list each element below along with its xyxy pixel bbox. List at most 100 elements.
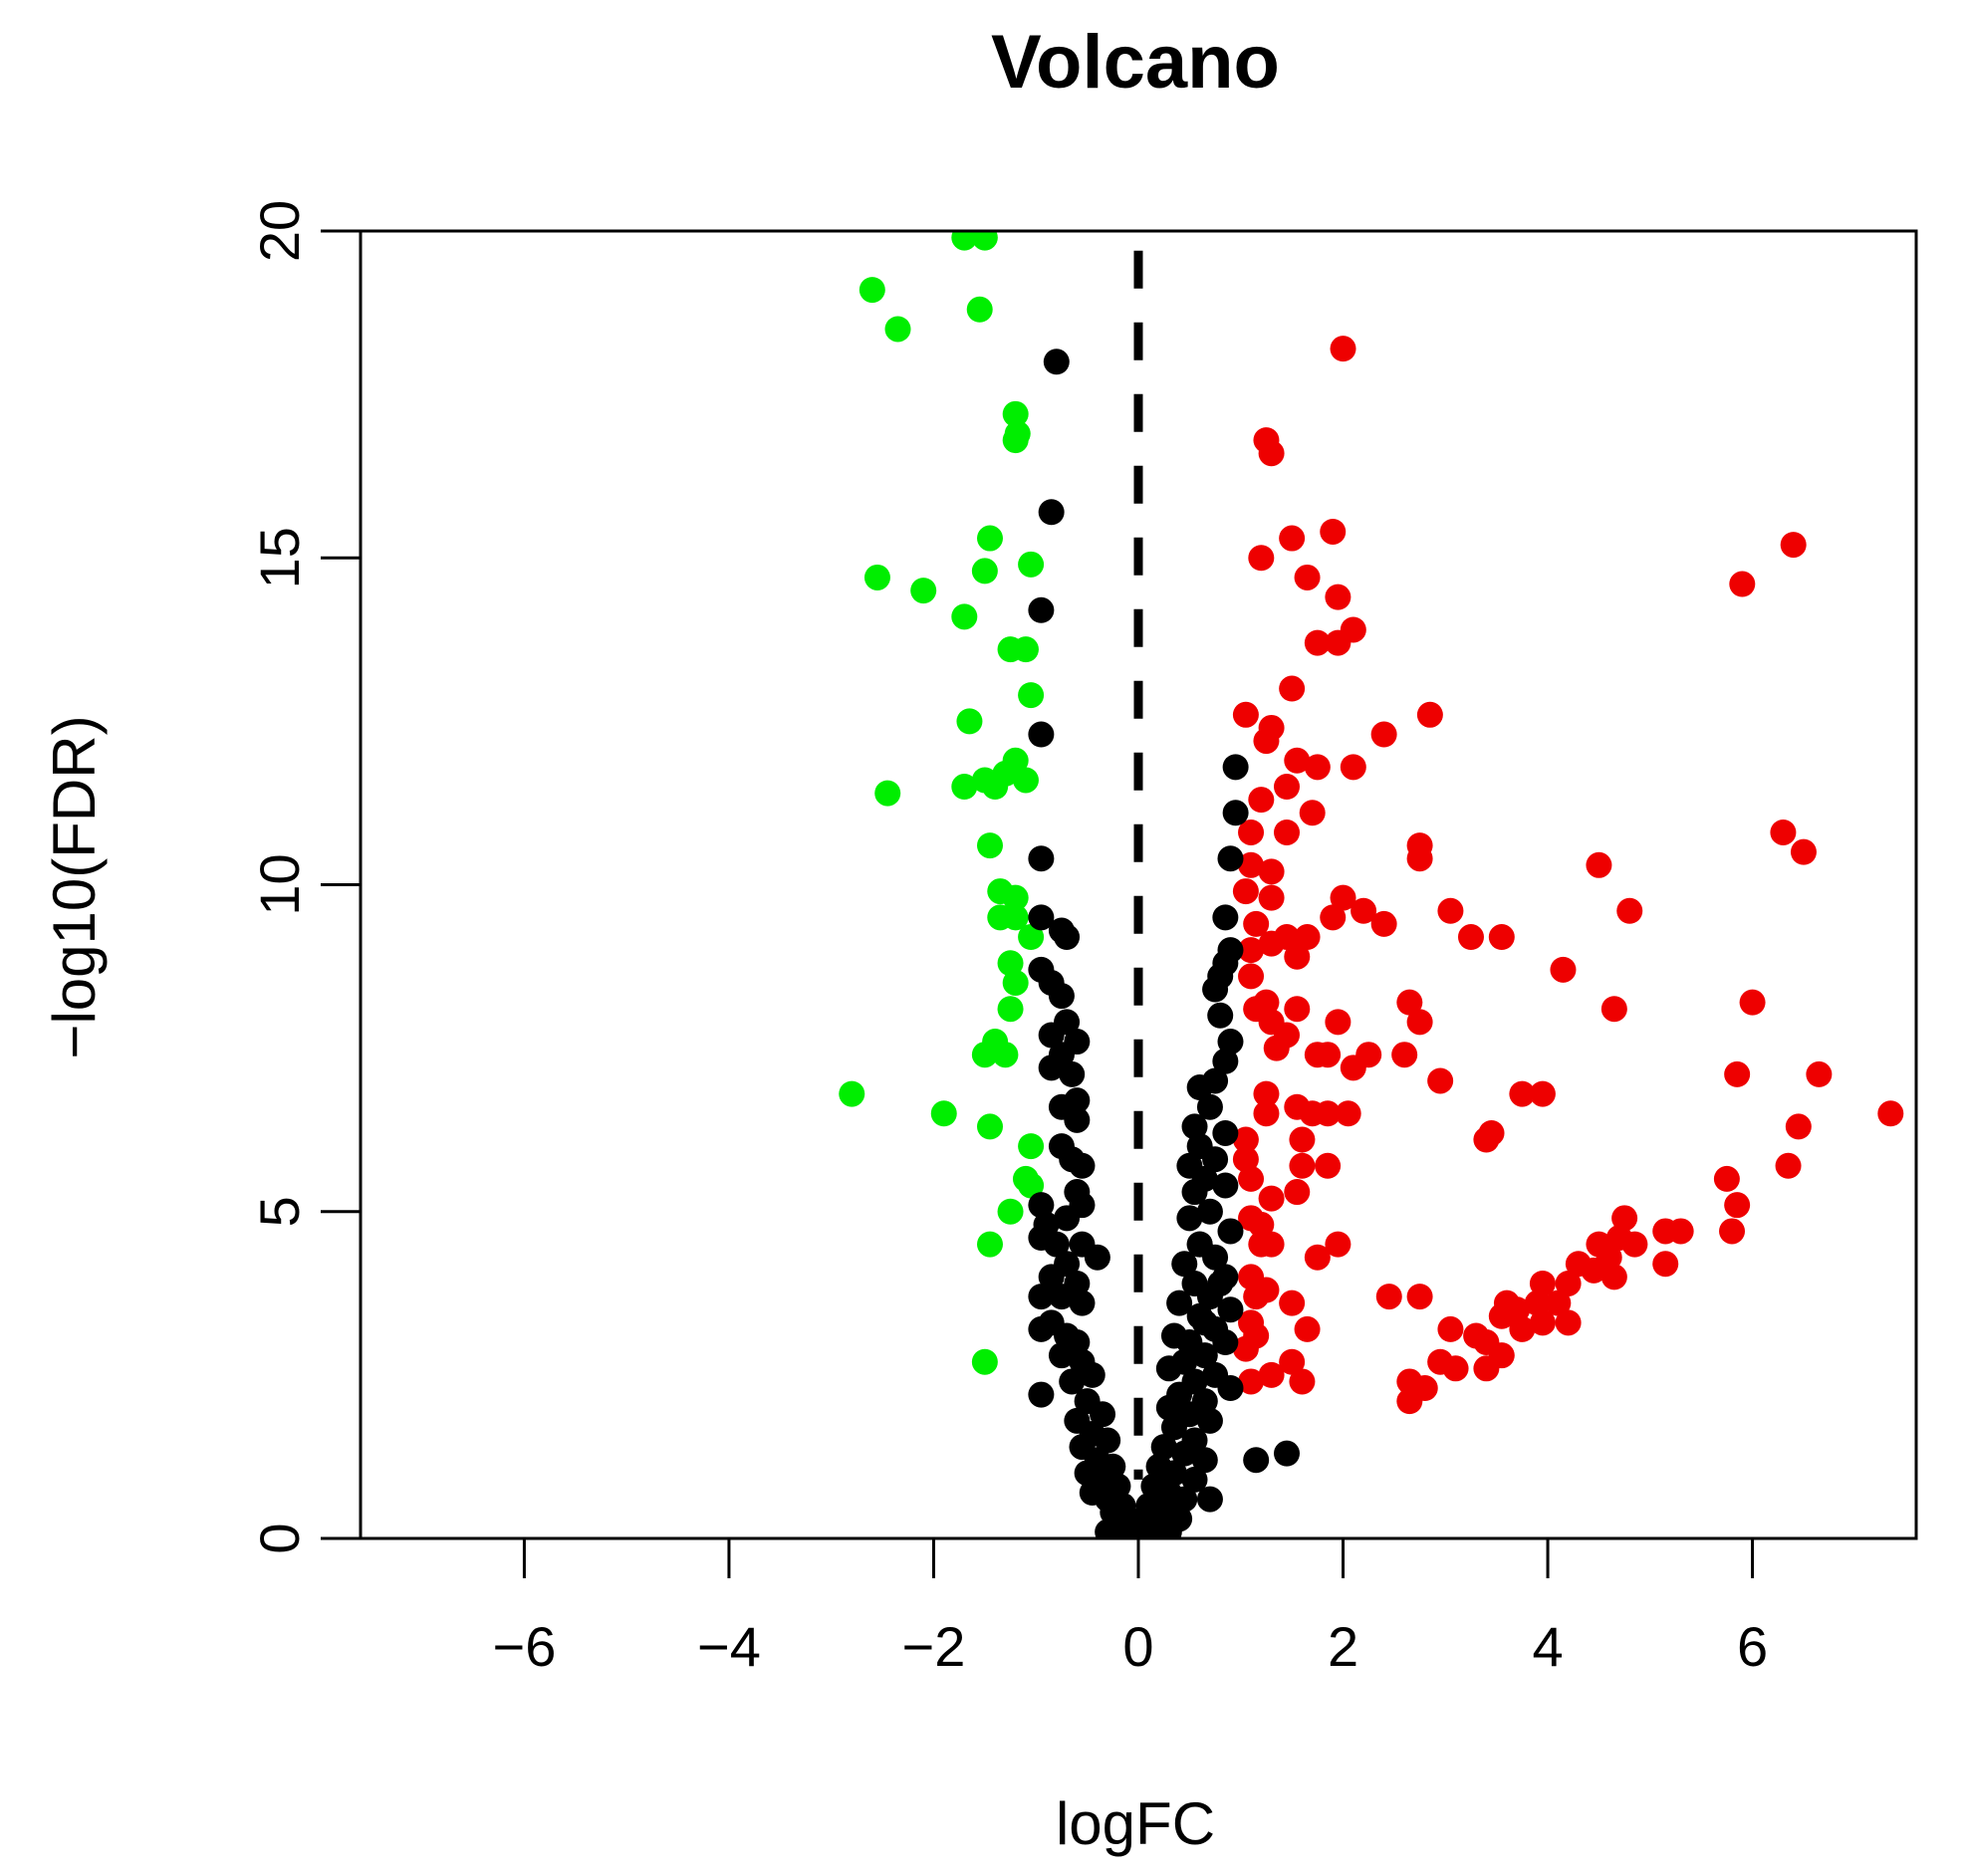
data-point bbox=[1222, 754, 1249, 781]
data-point bbox=[1002, 884, 1029, 911]
data-point bbox=[1232, 1335, 1259, 1362]
data-point bbox=[1212, 1048, 1239, 1074]
data-point bbox=[1243, 1447, 1270, 1474]
x-tick-label: 6 bbox=[1737, 1615, 1768, 1678]
data-point bbox=[1043, 1231, 1070, 1258]
data-point bbox=[1238, 1165, 1265, 1192]
data-point bbox=[839, 1080, 865, 1107]
data-point bbox=[1207, 1270, 1234, 1296]
data-point bbox=[1775, 1152, 1802, 1179]
x-tick-label: 2 bbox=[1328, 1615, 1358, 1678]
data-point bbox=[1396, 989, 1423, 1016]
data-point bbox=[1059, 1060, 1086, 1087]
data-point bbox=[1330, 884, 1356, 911]
data-point bbox=[1018, 1172, 1045, 1199]
x-tick-label: 0 bbox=[1122, 1615, 1153, 1678]
data-point bbox=[1176, 1205, 1203, 1232]
data-point bbox=[1095, 1427, 1121, 1454]
x-axis-label: logFC bbox=[1056, 1790, 1215, 1857]
data-point bbox=[1289, 1368, 1316, 1395]
data-point bbox=[1279, 1348, 1306, 1375]
data-point bbox=[1191, 1447, 1218, 1474]
data-point bbox=[1294, 924, 1321, 951]
data-point bbox=[1545, 1290, 1572, 1316]
data-point bbox=[1330, 336, 1356, 362]
data-point bbox=[1238, 851, 1265, 878]
data-point bbox=[1160, 1414, 1187, 1441]
data-point bbox=[884, 316, 911, 343]
data-point bbox=[1724, 1060, 1751, 1087]
data-point bbox=[1238, 963, 1265, 990]
data-point bbox=[1550, 956, 1577, 983]
data-point bbox=[1600, 1264, 1627, 1290]
y-tick-label: 15 bbox=[248, 527, 311, 588]
data-point bbox=[1038, 1055, 1065, 1081]
y-tick-label: 20 bbox=[248, 200, 311, 262]
data-point bbox=[1652, 1251, 1679, 1278]
x-axis: −6 −4 −2 0 2 4 6 bbox=[492, 1536, 1768, 1678]
data-point bbox=[1457, 924, 1484, 951]
data-point bbox=[1253, 1080, 1280, 1107]
data-point bbox=[1509, 1315, 1536, 1342]
data-point bbox=[1427, 1067, 1454, 1094]
data-point bbox=[1488, 1302, 1515, 1329]
data-point bbox=[1284, 996, 1311, 1023]
data-point bbox=[1427, 1348, 1454, 1375]
data-point bbox=[1125, 1522, 1151, 1538]
data-point bbox=[982, 774, 1009, 801]
data-point bbox=[1186, 1074, 1213, 1101]
data-point bbox=[992, 1042, 1019, 1068]
data-point bbox=[1315, 1152, 1342, 1179]
data-point bbox=[1217, 1218, 1244, 1245]
data-point bbox=[1002, 427, 1029, 454]
data-point bbox=[1289, 1126, 1316, 1153]
data-point bbox=[1263, 1035, 1290, 1061]
data-point bbox=[971, 1042, 998, 1068]
data-point bbox=[1304, 1244, 1331, 1271]
data-point bbox=[1258, 1361, 1285, 1388]
data-point bbox=[976, 1113, 1003, 1140]
data-point bbox=[1253, 1100, 1280, 1127]
data-point bbox=[1806, 1060, 1833, 1087]
data-point bbox=[1370, 910, 1397, 937]
data-point bbox=[1002, 969, 1029, 996]
data-point bbox=[1059, 1368, 1086, 1395]
data-point bbox=[1155, 1355, 1182, 1382]
data-point bbox=[1299, 800, 1326, 826]
data-point bbox=[1028, 845, 1055, 872]
data-point bbox=[1375, 1284, 1402, 1310]
data-point bbox=[1770, 819, 1797, 845]
data-point bbox=[966, 296, 993, 323]
data-point bbox=[1207, 1002, 1234, 1029]
data-point bbox=[1202, 1146, 1229, 1173]
data-point bbox=[1294, 564, 1321, 590]
data-point bbox=[1790, 838, 1817, 865]
data-point bbox=[1253, 728, 1280, 755]
data-point bbox=[1232, 701, 1259, 728]
data-point bbox=[951, 231, 978, 251]
data-point bbox=[1232, 1146, 1259, 1173]
data-point bbox=[1488, 924, 1515, 951]
data-point bbox=[1048, 1284, 1075, 1310]
data-point bbox=[1509, 1080, 1536, 1107]
data-point bbox=[1258, 858, 1285, 885]
data-point bbox=[1739, 989, 1766, 1016]
data-point bbox=[1473, 1355, 1500, 1382]
data-point bbox=[1279, 1290, 1306, 1316]
data-point bbox=[1370, 721, 1397, 748]
data-point bbox=[1565, 1251, 1592, 1278]
data-point bbox=[1304, 629, 1331, 656]
data-point bbox=[1018, 1133, 1045, 1160]
data-point bbox=[1028, 1192, 1055, 1219]
data-point bbox=[1529, 1270, 1556, 1296]
data-point bbox=[1258, 884, 1285, 911]
data-point bbox=[1160, 1460, 1187, 1487]
data-point bbox=[1284, 747, 1311, 774]
data-point bbox=[997, 1198, 1024, 1225]
data-point bbox=[1212, 904, 1239, 931]
data-point bbox=[1351, 897, 1377, 924]
data-point bbox=[1048, 983, 1075, 1010]
y-tick-label: 5 bbox=[248, 1196, 311, 1227]
data-point bbox=[1340, 1055, 1366, 1081]
data-point bbox=[1196, 1407, 1223, 1434]
